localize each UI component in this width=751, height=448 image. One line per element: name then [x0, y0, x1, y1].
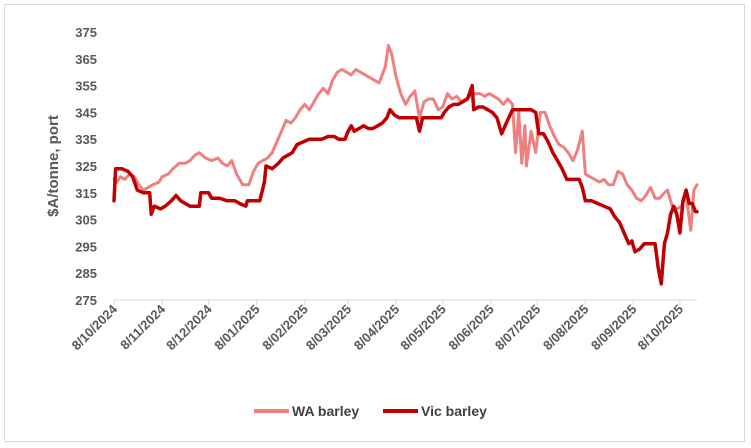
x-tick-label: 8/12/2024 — [163, 301, 215, 353]
x-axis-ticks: 8/10/20248/11/20248/12/20248/01/20258/02… — [69, 300, 686, 353]
legend: WA barley Vic barley — [254, 403, 487, 419]
series-lines — [112, 43, 699, 286]
y-tick-label: 295 — [75, 239, 97, 254]
x-tick-label: 8/03/2025 — [303, 302, 355, 354]
legend-label-vic-barley: Vic barley — [421, 403, 487, 419]
y-tick-label: 335 — [75, 132, 97, 147]
x-tick-label: 8/09/2025 — [588, 302, 640, 354]
x-tick-label: 8/10/2025 — [635, 302, 687, 354]
x-tick-label: 8/04/2025 — [351, 302, 403, 354]
series-line-wa-barley — [112, 43, 699, 232]
y-tick-label: 345 — [75, 105, 97, 120]
y-tick-label: 305 — [75, 213, 97, 228]
y-axis-ticks: 275 285 295 305 315 325 335 345 355 365 375 — [75, 25, 97, 308]
x-tick-label: 8/05/2025 — [397, 302, 449, 354]
y-tick-label: 285 — [75, 266, 97, 281]
y-tick-label: 375 — [75, 25, 97, 40]
y-tick-label: 315 — [75, 186, 97, 201]
y-axis-title: $A/tonne, port — [45, 115, 62, 217]
x-tick-label: 8/06/2025 — [445, 302, 497, 354]
y-tick-label: 365 — [75, 52, 97, 67]
series-line-vic-barley — [112, 83, 699, 286]
y-tick-label: 275 — [75, 293, 97, 308]
y-tick-label: 355 — [75, 79, 97, 94]
x-tick-label: 8/01/2025 — [211, 302, 263, 354]
x-tick-label: 8/02/2025 — [259, 302, 311, 354]
legend-label-wa-barley: WA barley — [292, 403, 359, 419]
x-tick-label: 8/07/2025 — [492, 302, 544, 354]
x-tick-label: 8/11/2024 — [117, 301, 169, 353]
x-tick-label: 8/08/2025 — [540, 302, 592, 354]
x-tick-label: 8/10/2024 — [69, 301, 121, 353]
y-tick-label: 325 — [75, 159, 97, 174]
